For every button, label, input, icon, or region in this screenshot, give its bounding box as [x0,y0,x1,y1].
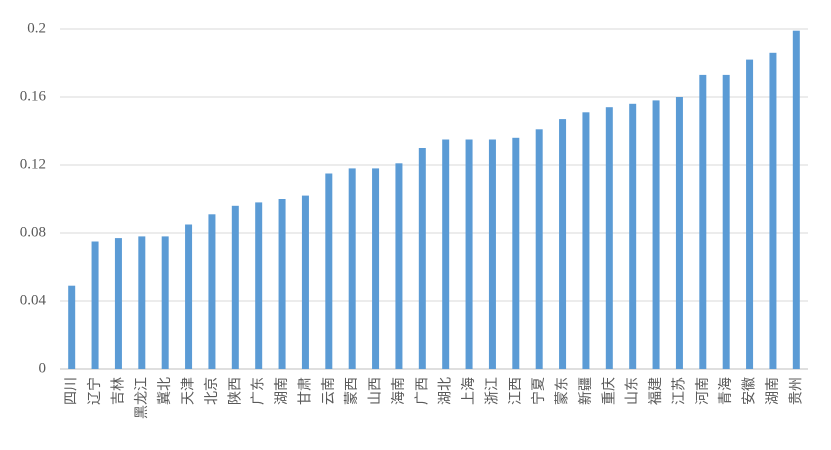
bar [699,74,707,370]
x-tick-label: 江西 [508,377,524,405]
x-tick-label: 江苏 [671,377,687,405]
bar [231,205,239,369]
bar [348,168,356,369]
bar [488,139,496,369]
bar [278,199,286,369]
x-tick-label: 甘肃 [297,377,313,405]
x-tick-label: 福建 [648,377,664,405]
x-tick-label: 蒙西 [344,377,360,405]
x-tick-label: 新疆 [578,377,594,405]
bar [418,148,426,369]
x-tick-label: 山东 [625,377,641,405]
bar [255,202,263,369]
x-tick-label: 湖北 [438,377,454,405]
y-tick-label: 0.2 [27,20,46,36]
bar [512,137,520,369]
bar [372,168,380,369]
x-tick-label: 青海 [718,377,734,405]
x-tick-label: 安徽 [742,377,758,405]
bar [114,238,122,369]
bar [395,163,403,369]
bar [465,139,473,369]
bar [185,224,193,369]
bar [605,107,613,369]
bar [161,236,169,369]
x-tick-label: 北京 [204,377,220,405]
x-tick-label: 陕西 [227,377,243,405]
y-tick-label: 0.08 [20,224,46,240]
bar [208,214,216,369]
bar [442,139,450,369]
bar [301,195,309,369]
y-tick-label: 0.04 [20,292,47,308]
x-tick-label: 山西 [368,377,384,405]
bar [535,129,543,369]
y-tick-label: 0 [39,360,47,376]
bar [68,285,76,369]
x-tick-label: 吉林 [110,377,126,405]
bar [722,74,730,370]
x-tick-label: 海南 [391,377,407,405]
x-tick-label: 辽宁 [86,377,103,405]
x-tick-label: 广西 [414,377,430,405]
x-tick-label: 上海 [461,377,477,405]
x-tick-label: 广东 [251,377,267,405]
bar [91,241,99,369]
bar [792,30,800,369]
bar [769,52,777,370]
x-tick-label: 浙江 [484,377,500,405]
y-tick-label: 0.16 [20,88,47,104]
x-tick-label: 云南 [321,377,337,405]
x-tick-label: 冀北 [157,377,173,405]
bar [325,173,333,369]
y-tick-label: 0.12 [20,156,46,172]
x-tick-label: 四川 [64,377,80,405]
bar [559,119,567,369]
bar [629,103,637,370]
bar [652,100,660,370]
x-tick-label: 宁夏 [530,377,547,405]
x-tick-label: 重庆 [601,377,617,405]
x-tick-label: 贵州 [788,377,804,405]
x-tick-label: 黑龙江 [134,377,150,419]
x-tick-label: 湖南 [765,377,781,405]
x-tick-label: 河南 [695,377,711,405]
x-tick-label: 湖南 [274,377,290,405]
bar [582,112,590,370]
x-tick-label: 天津 [181,377,197,405]
bar [138,236,146,369]
bar [675,97,683,369]
x-tick-label: 蒙东 [555,377,571,405]
bar [746,59,754,369]
